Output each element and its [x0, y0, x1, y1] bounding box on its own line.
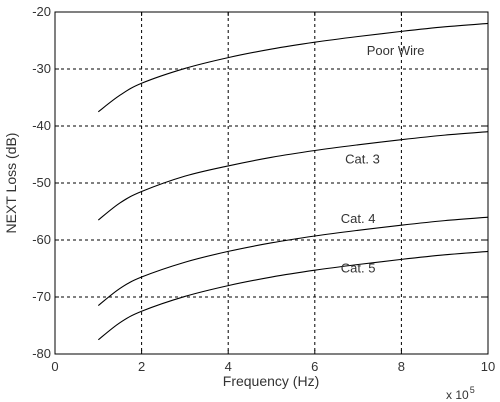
grid: [55, 12, 488, 354]
series-labels: Poor Wire Cat. 3 Cat. 4 Cat. 5: [341, 43, 425, 276]
series-line-cat-4: [97, 216, 489, 306]
y-axis-label: NEXT Loss (dB): [3, 133, 19, 234]
x-tick-label: 10: [481, 359, 495, 374]
series-line-cat-3: [97, 131, 489, 221]
series-label-cat-5: Cat. 5: [341, 260, 376, 275]
y-tick-label: -80: [32, 346, 51, 361]
y-tick-label: -40: [32, 118, 51, 133]
y-tick-labels: -80 -70 -60 -50 -40 -30 -20: [32, 4, 51, 361]
x-axis-label: Frequency (Hz): [223, 373, 319, 389]
x-multiplier-exponent: 5: [470, 385, 475, 395]
y-tick-label: -30: [32, 61, 51, 76]
y-tick-label: -50: [32, 175, 51, 190]
x-tick-labels: 0 2 4 6 8 10: [51, 359, 495, 374]
x-tick-label: 6: [311, 359, 318, 374]
x-tick-label: 2: [138, 359, 145, 374]
series-label-poor-wire: Poor Wire: [367, 43, 425, 58]
x-tick-label: 0: [51, 359, 58, 374]
series-line-cat-5: [97, 250, 489, 341]
y-tick-label: -70: [32, 289, 51, 304]
series-label-cat-3: Cat. 3: [345, 152, 380, 167]
y-tick-label: -60: [32, 232, 51, 247]
series-lines: [97, 22, 489, 341]
series-label-cat-4: Cat. 4: [341, 211, 376, 226]
tick-marks: [54, 11, 489, 355]
x-multiplier-base: x 10: [446, 388, 469, 402]
x-tick-label: 8: [398, 359, 405, 374]
series-line-poor-wire: [97, 22, 489, 113]
x-tick-label: 4: [225, 359, 232, 374]
x-multiplier-label: x 105: [446, 385, 475, 402]
y-tick-label: -20: [32, 4, 51, 19]
